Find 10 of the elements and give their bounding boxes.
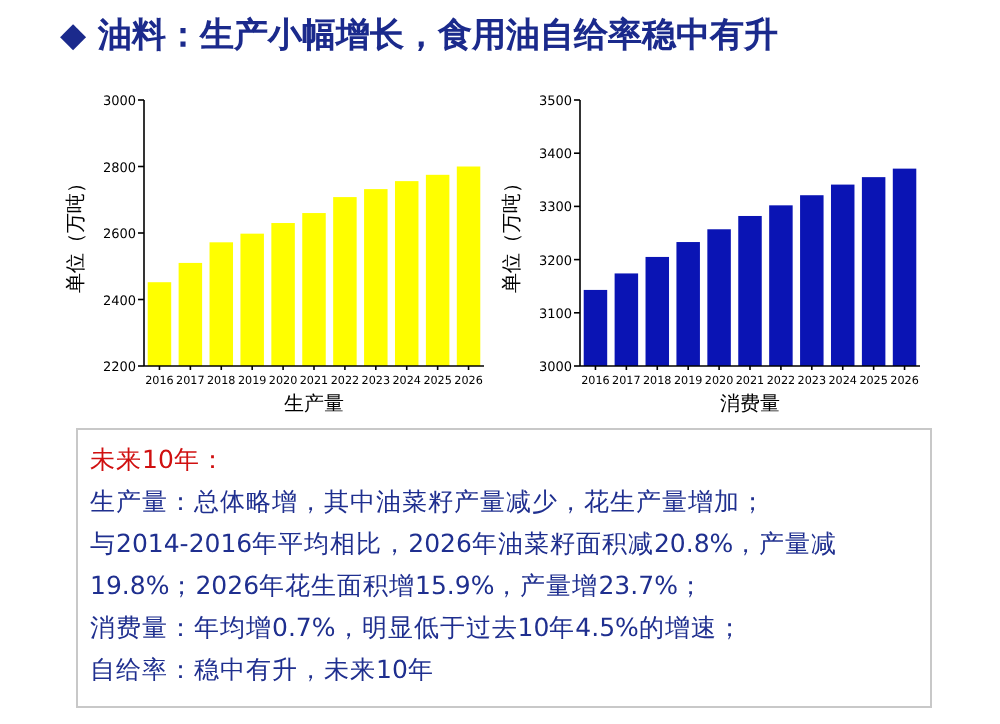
chart-title: ◆ 油料：生产小幅增长，食用油自给率稳中有升 <box>60 14 778 58</box>
y-axis-title: 单位（万吨） <box>500 173 524 293</box>
text: 消费量：年均增0.7%，明显低于过去10年4.5%的增速； <box>90 610 745 646</box>
x-axis-title: 消费量 <box>720 392 780 416</box>
text: 生产量：总体略增，其中油菜籽产量减少，花生产量增加； <box>90 484 768 520</box>
y-axis-title: 单位（万吨） <box>64 173 88 293</box>
x-axis-title: 生产量 <box>284 392 344 416</box>
text: 自给率：稳中有升，未来10年 <box>90 652 436 688</box>
text: 未来10年： <box>90 442 228 478</box>
text: 与2014-2016年平均相比，2026年油菜籽面积减20.8%，产量减19.8%；2026年花生面积增15.9%，产量增23.7%； <box>90 526 840 604</box>
